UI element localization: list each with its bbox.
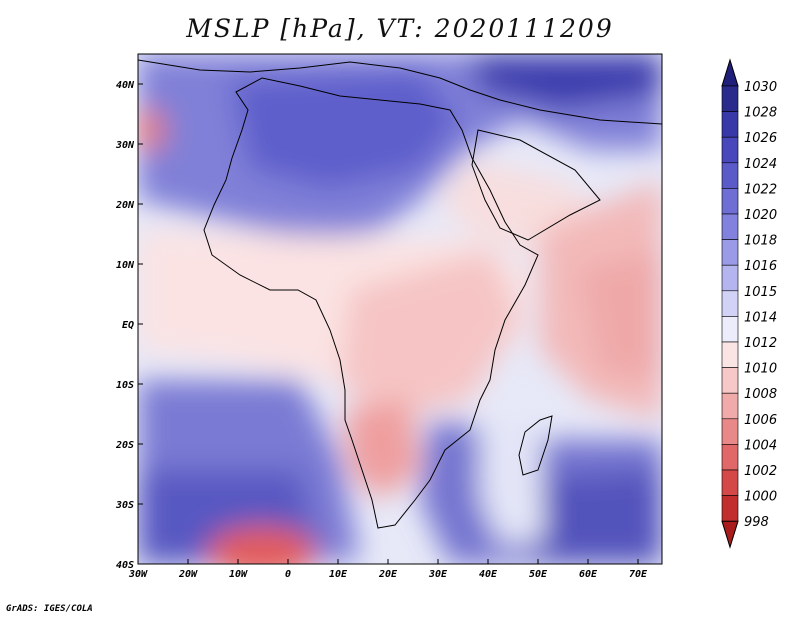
lat-tick-label: 40N	[116, 80, 135, 91]
arabia-outline	[471, 129, 601, 241]
colorbar-label: 1000	[744, 490, 777, 505]
colorbar-swatch	[721, 341, 739, 368]
colorbar-bottom-cap	[721, 520, 739, 549]
colorbar-label: 1010	[744, 362, 777, 377]
map-frame	[137, 53, 663, 565]
colorbar-label: 1030	[744, 80, 777, 95]
colorbar-label: 998	[744, 515, 769, 530]
pressure-field	[138, 54, 662, 564]
latitude-axis: 40N 30N 20N 10N EQ 10S 20S 30S 40S	[115, 80, 143, 571]
lon-tick-label: 40E	[479, 569, 498, 580]
lat-tick-label: 30N	[115, 140, 135, 151]
lon-tick-label: 30E	[428, 569, 448, 580]
colorbar-swatch	[721, 136, 739, 164]
africa-coastline	[203, 77, 539, 529]
colorbar-label: 1015	[744, 285, 777, 300]
lat-tick-label: EQ	[122, 320, 134, 331]
colorbar-swatch	[721, 239, 739, 266]
coastlines	[138, 59, 662, 529]
colorbar-swatch	[721, 418, 739, 445]
colorbar-swatch	[721, 367, 739, 394]
colorbar-swatch	[721, 162, 739, 189]
colorbar-swatch	[721, 264, 739, 292]
colorbar-label: 1004	[744, 438, 777, 453]
lon-tick-label: 50E	[529, 569, 548, 580]
grads-credit: GrADS: IGES/COLA	[6, 604, 93, 614]
colorbar-label: 1016	[744, 259, 777, 274]
lat-tick-label: 10S	[116, 380, 134, 391]
colorbar-label: 1008	[744, 387, 777, 402]
lon-tick-label: 20E	[378, 569, 398, 580]
colorbar-label: 1022	[744, 182, 777, 197]
colorbar-swatch	[721, 85, 739, 112]
europe-coast	[138, 59, 662, 125]
colorbar-swatch	[721, 469, 739, 496]
lon-tick-label: 20W	[178, 569, 198, 580]
lat-tick-label: 10N	[116, 260, 135, 271]
lat-tick-label: 20N	[115, 200, 135, 211]
colorbar-label: 1028	[744, 106, 777, 121]
lon-tick-label: 10W	[229, 569, 248, 580]
colorbar-swatch	[721, 444, 739, 471]
longitude-axis: 30W 20W 10W 0 10E 20E 30E 40E 50E 60E 70E	[128, 559, 648, 580]
colorbar-swatch	[721, 111, 739, 138]
colorbar-label: 1006	[744, 413, 777, 428]
colorbar-swatch	[721, 316, 739, 343]
colorbar-swatch	[721, 188, 739, 215]
colorbar-swatch	[721, 213, 739, 240]
colorbar-swatch	[721, 495, 739, 522]
lat-tick-label: 20S	[115, 440, 134, 451]
lon-tick-label: 70E	[629, 569, 648, 580]
colorbar: 1030 1028 1026 1024 1022 1020 1018 1016 1015 1014…	[721, 58, 777, 549]
colorbar-label: 1024	[744, 157, 777, 172]
map-title: MSLP [hPa], VT: 2020111209	[186, 14, 614, 43]
colorbar-label: 1026	[744, 131, 777, 146]
colorbar-label: 1020	[744, 208, 777, 223]
colorbar-swatch	[721, 290, 739, 317]
lon-tick-label: 30W	[128, 569, 148, 580]
colorbar-swatch	[721, 392, 739, 420]
madagascar-outline	[518, 415, 553, 476]
lon-tick-label: 10E	[329, 569, 348, 580]
colorbar-top-cap	[721, 58, 739, 87]
colorbar-label: 1002	[744, 464, 777, 479]
lat-tick-label: 40S	[116, 560, 134, 571]
lat-tick-label: 30S	[115, 500, 134, 511]
colorbar-label: 1012	[744, 336, 777, 351]
colorbar-label: 1018	[744, 234, 777, 249]
lon-tick-label: 0	[285, 569, 291, 580]
lon-tick-label: 60E	[579, 569, 598, 580]
colorbar-label: 1014	[744, 310, 777, 325]
